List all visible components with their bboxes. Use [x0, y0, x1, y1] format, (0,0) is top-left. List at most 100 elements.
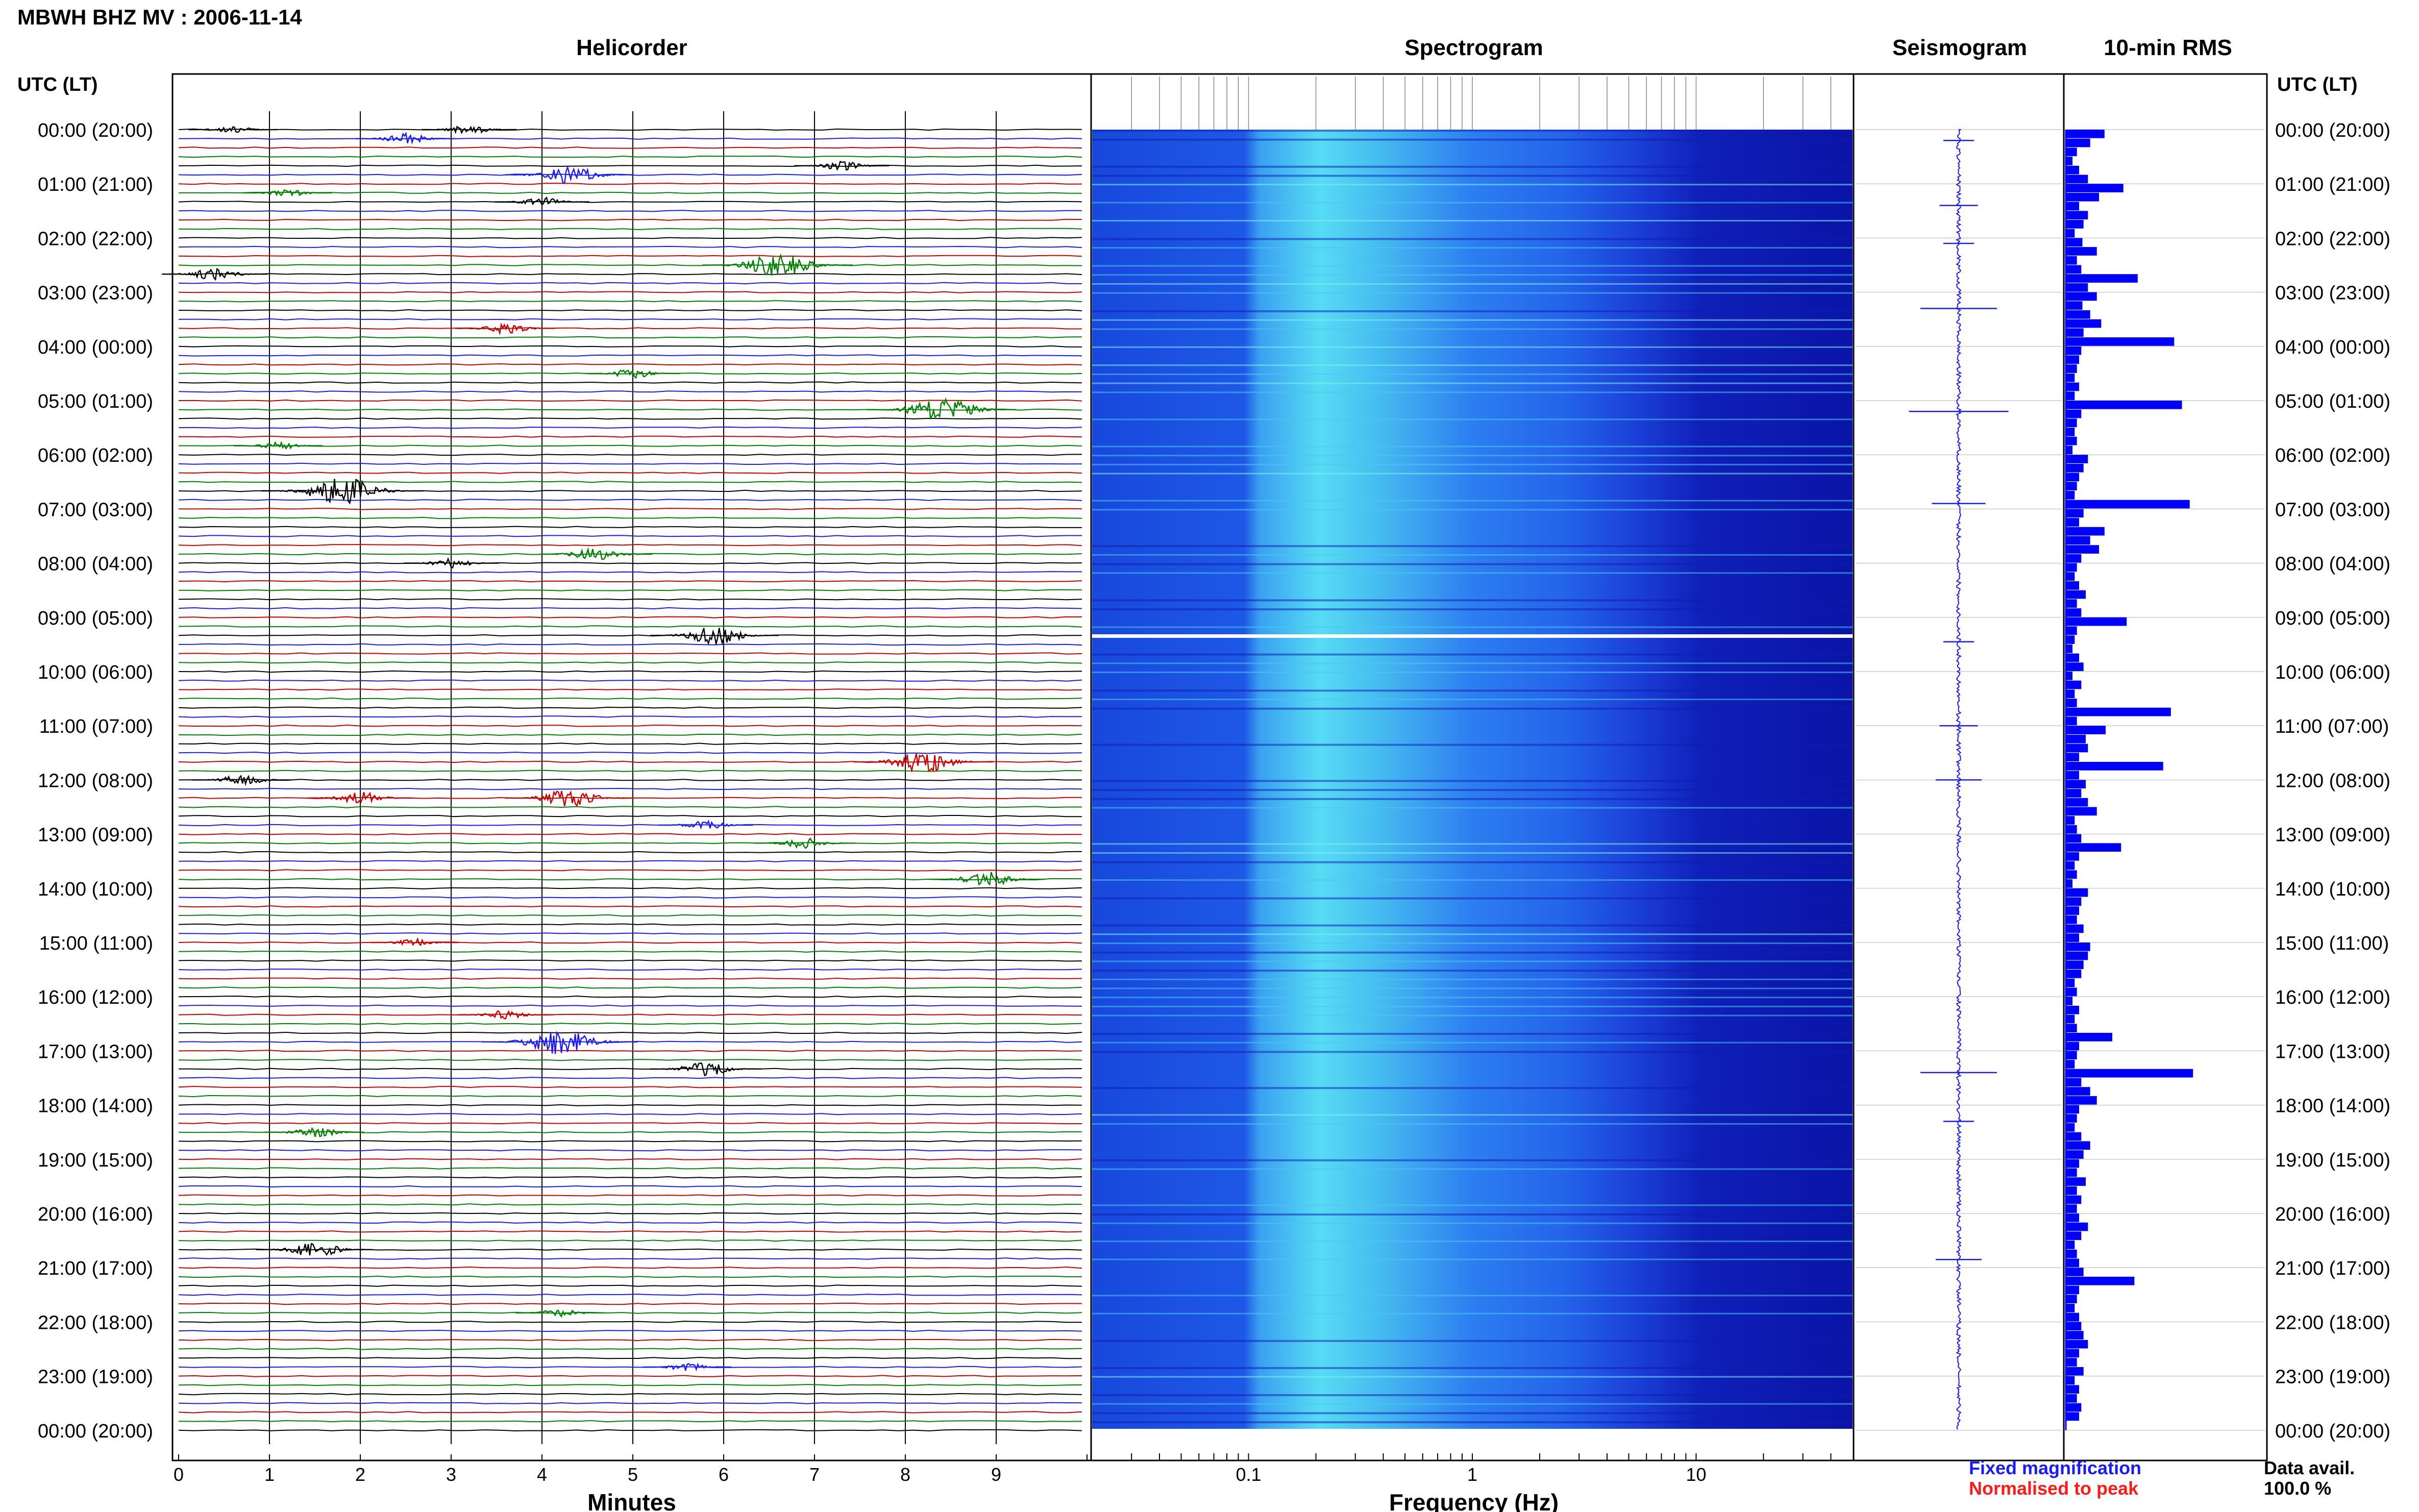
rms-bar [2066, 455, 2088, 463]
rms-panel [2063, 73, 2268, 1461]
rms-bar [2066, 726, 2106, 734]
rms-bar [2066, 1385, 2079, 1394]
rms-bar [2066, 1358, 2077, 1367]
rms-bar [2066, 500, 2190, 509]
helicorder-trace [178, 923, 1082, 926]
rms-bar [2066, 1159, 2079, 1168]
helicorder-trace [178, 390, 1082, 393]
helicorder-x-ticks: 0 1 2 3 4 5 6 7 8 9 [174, 1454, 1088, 1485]
spectrogram-band [1092, 997, 1853, 999]
seismogram-trace [1909, 129, 2009, 1430]
helicorder-trace [178, 1185, 1082, 1188]
helicorder-trace [178, 941, 1082, 944]
time-label-right: 10:00 (06:00) [2275, 662, 2390, 683]
seismogram-panel [1853, 73, 2065, 1461]
helicorder-event [585, 369, 680, 379]
helicorder-event [482, 1031, 638, 1054]
helicorder-event [404, 557, 499, 569]
helicorder-trace [178, 1104, 1082, 1106]
time-label-left: 22:00 (18:00) [38, 1312, 153, 1333]
utc-lt-right-label: UTC (LT) [2277, 74, 2358, 95]
helicorder-event [261, 479, 424, 505]
helicorder-trace [178, 779, 1082, 781]
helicorder-event [505, 165, 634, 184]
spectrogram-band [1092, 1394, 1853, 1396]
spectrogram-band [1092, 382, 1853, 384]
rms-bar [2066, 247, 2097, 256]
rms-bar [2066, 418, 2077, 428]
helicorder-trace [178, 1031, 1082, 1034]
helicorder-trace [178, 851, 1082, 854]
time-label-left: 17:00 (13:00) [38, 1041, 153, 1062]
rms-bar [2066, 1295, 2077, 1303]
rms-bar [2066, 753, 2079, 761]
rms-bar [2066, 888, 2088, 897]
spectrogram-band [1092, 563, 1853, 565]
helicorder-panel: 0 1 2 3 4 5 6 7 8 9 Minutes [162, 73, 1092, 1512]
rms-bar [2066, 1078, 2082, 1087]
helicorder-trace [178, 1158, 1082, 1161]
rms-bar [2066, 1331, 2084, 1340]
helicorder-trace [178, 580, 1082, 583]
helicorder-trace [179, 887, 1082, 889]
spectrogram-band [1092, 626, 1853, 628]
spectrogram-band [1092, 897, 1853, 900]
helicorder-trace [178, 210, 1082, 212]
spectrogram-band [1092, 1340, 1853, 1342]
spectrogram-band [1092, 662, 1853, 664]
helicorder-trace [178, 571, 1082, 574]
helicorder-trace [178, 643, 1082, 646]
helicorder-trace [178, 1321, 1082, 1323]
helicorder-trace [178, 481, 1082, 483]
rms-bar [2066, 138, 2090, 147]
helicorder-event [422, 126, 517, 135]
helicorder-trace [178, 598, 1082, 601]
spectrogram-band [1092, 1114, 1853, 1116]
spectrogram-tick-label: 1 [1467, 1464, 1477, 1485]
rms-bar [2066, 716, 2077, 726]
spectrogram-band [1092, 699, 1853, 701]
time-label-right: 21:00 (17:00) [2275, 1258, 2390, 1279]
helicorder-trace [178, 760, 1082, 763]
rms-bar [2066, 1367, 2084, 1376]
spectrogram-band [1092, 861, 1853, 863]
rms-bar [2066, 644, 2072, 653]
helicorder-trace [178, 1131, 1082, 1133]
helicorder-trace [178, 896, 1082, 899]
helicorder-trace [178, 625, 1082, 628]
time-label-left: 00:00 (20:00) [38, 1421, 153, 1442]
spectrogram-band [1092, 554, 1853, 556]
data-avail-value: 100.0 % [2264, 1478, 2332, 1499]
helicorder-trace [178, 1149, 1082, 1152]
helicorder-event [540, 547, 653, 560]
helicorder-trace [178, 137, 1082, 140]
spectrogram-band [1092, 1051, 1853, 1053]
helicorder-trace [178, 327, 1082, 330]
time-label-left: 15:00 (11:00) [39, 933, 153, 954]
helicorder-title: Helicorder [576, 35, 687, 60]
spectrogram-band [1092, 1042, 1853, 1044]
rms-bar [2066, 527, 2105, 536]
rms-bar [2066, 743, 2088, 753]
rms-bar [2066, 473, 2079, 482]
time-label-right: 07:00 (03:00) [2275, 499, 2390, 520]
helicorder-trace [178, 1140, 1082, 1143]
spectrogram-band [1092, 1014, 1853, 1017]
helicorder-event [256, 1243, 373, 1256]
helicorder-event [355, 131, 455, 145]
spectrogram-band [1092, 1168, 1853, 1170]
helicorder-event [658, 820, 753, 830]
helicorder-trace [178, 1348, 1082, 1350]
helicorder-trace [178, 1194, 1082, 1197]
rms-bar [2066, 978, 2075, 987]
rms-bar [2066, 409, 2082, 418]
helicorder-trace [178, 1176, 1082, 1179]
helicorder-trace [178, 128, 1082, 131]
data-avail-label: Data avail. [2264, 1457, 2355, 1478]
rms-bar [2066, 301, 2083, 310]
rms-bar [2066, 789, 2082, 798]
helicorder-trace [178, 1023, 1082, 1025]
helicorder-trace [178, 724, 1082, 727]
helicorder-trace [178, 526, 1082, 528]
time-label-left: 20:00 (16:00) [38, 1204, 153, 1225]
